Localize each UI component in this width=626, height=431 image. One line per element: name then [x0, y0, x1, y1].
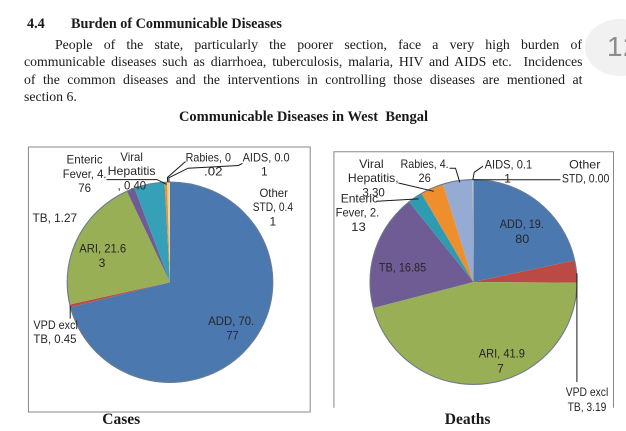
- svg-text:STD, 0.4: STD, 0.4: [253, 200, 294, 214]
- svg-text:TB, 3.19: TB, 3.19: [568, 400, 607, 414]
- svg-text:Fever, 2.: Fever, 2.: [336, 206, 380, 220]
- svg-text:VPD excl: VPD excl: [566, 385, 609, 399]
- svg-text:Viral: Viral: [359, 157, 384, 171]
- svg-text:Other: Other: [569, 157, 600, 171]
- svg-text:Rabies, 4.: Rabies, 4.: [401, 157, 449, 171]
- svg-text:1: 1: [261, 165, 268, 179]
- svg-text:TB, 16.85: TB, 16.85: [379, 260, 427, 274]
- svg-text:1: 1: [504, 172, 511, 186]
- svg-text:Enteric: Enteric: [67, 153, 103, 167]
- svg-text:STD, 0.00: STD, 0.00: [562, 172, 610, 186]
- svg-text:ADD, 70.: ADD, 70.: [208, 314, 254, 328]
- svg-text:7: 7: [497, 362, 504, 376]
- svg-text:ARI, 21.6: ARI, 21.6: [79, 241, 126, 255]
- svg-text:, 0.40: , 0.40: [118, 178, 147, 192]
- svg-text:3.30: 3.30: [362, 185, 385, 199]
- svg-text:13: 13: [351, 220, 366, 234]
- svg-text:Enteric: Enteric: [341, 191, 378, 205]
- svg-text:AIDS, 0.0: AIDS, 0.0: [243, 150, 290, 164]
- svg-text:77: 77: [226, 329, 239, 343]
- svg-text:Other: Other: [259, 186, 288, 200]
- svg-text:1: 1: [269, 214, 276, 228]
- svg-text:Hepatitis: Hepatitis: [108, 164, 156, 178]
- svg-text:Fever, 4.: Fever, 4.: [63, 167, 107, 181]
- svg-text:.02: .02: [204, 165, 223, 179]
- svg-text:Viral: Viral: [120, 150, 143, 164]
- svg-text:80: 80: [515, 232, 529, 246]
- svg-text:76: 76: [78, 181, 91, 195]
- svg-text:AIDS, 0.1: AIDS, 0.1: [485, 157, 533, 171]
- svg-text:TB, 0.45: TB, 0.45: [33, 332, 76, 346]
- svg-text:Hepatitis,: Hepatitis,: [348, 171, 399, 185]
- svg-text:3: 3: [99, 256, 106, 270]
- svg-text:VPD excl: VPD excl: [33, 318, 78, 332]
- svg-text:Rabies, 0: Rabies, 0: [186, 150, 232, 164]
- svg-text:TB, 1.27: TB, 1.27: [33, 211, 78, 225]
- svg-text:ARI, 41.9: ARI, 41.9: [479, 347, 525, 361]
- svg-text:ADD, 19.: ADD, 19.: [500, 217, 544, 231]
- svg-text:26: 26: [418, 171, 431, 185]
